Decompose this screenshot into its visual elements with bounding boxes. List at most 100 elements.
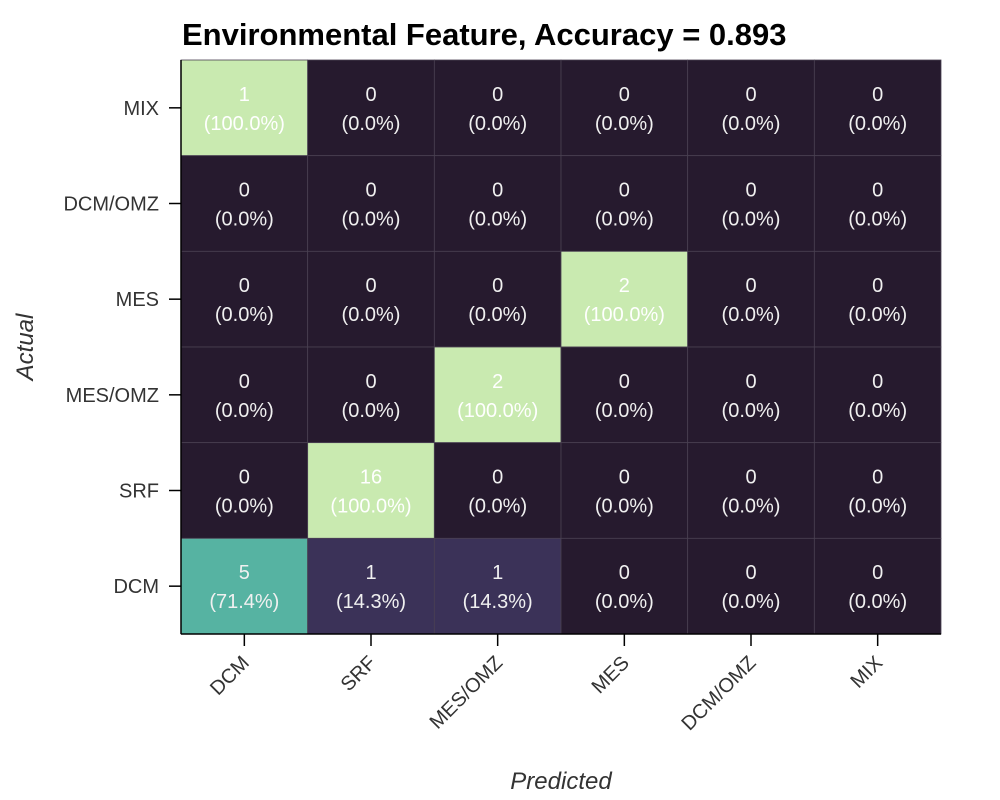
x-axis-label: Predicted [510,768,612,795]
cell-percent-label: (0.0%) [722,400,781,422]
cell-percent-label: (0.0%) [342,209,401,231]
heatmap-cell [813,442,942,539]
heatmap-cell [560,59,689,157]
heatmap-cell [813,250,942,348]
heatmap-cell [180,155,309,252]
cell-percent-label: (0.0%) [215,304,274,326]
heatmap-cell [433,59,562,157]
cell-percent-label: (0.0%) [848,591,907,613]
cell-percent-label: (14.3%) [463,591,533,613]
cell-count-label: 0 [619,180,630,202]
cell-percent-label: (100.0%) [584,304,665,326]
heatmap-cell [813,155,942,252]
cell-count-label: 0 [745,275,756,297]
cell-percent-label: (0.0%) [722,591,781,613]
cell-count-label: 0 [619,467,630,489]
cell-percent-label: (0.0%) [468,113,527,135]
cell-percent-label: (0.0%) [722,496,781,518]
cell-percent-label: (0.0%) [848,400,907,422]
heatmap-cell [687,59,815,157]
cell-count-label: 1 [492,562,503,584]
cell-percent-label: (0.0%) [848,496,907,518]
cell-percent-label: (0.0%) [468,304,527,326]
heatmap-cell [687,346,815,444]
cell-count-label: 0 [239,371,250,393]
cell-percent-label: (0.0%) [215,496,274,518]
y-tick-label: MIX [123,98,159,120]
cell-percent-label: (0.0%) [848,209,907,231]
cell-percent-label: (71.4%) [209,591,279,613]
y-tick-label: SRF [119,481,159,503]
cell-count-label: 2 [619,275,630,297]
cell-count-label: 0 [365,180,376,202]
heatmap-cell [180,537,309,635]
cell-percent-label: (0.0%) [215,400,274,422]
cell-count-label: 1 [365,562,376,584]
cell-count-label: 16 [360,467,382,489]
heatmap-cell [180,346,309,444]
cell-count-label: 0 [745,84,756,106]
y-tick-label: MES/OMZ [66,385,159,407]
heatmap-cell [307,537,435,635]
heatmap-cell [560,346,689,444]
cell-count-label: 0 [239,275,250,297]
heatmap-cell [180,59,309,157]
cell-percent-label: (100.0%) [330,496,411,518]
x-tick-label: MES [588,652,634,698]
cell-percent-label: (0.0%) [468,209,527,231]
y-tick-label: DCM/OMZ [63,194,159,216]
cell-percent-label: (0.0%) [722,304,781,326]
cell-count-label: 0 [365,275,376,297]
chart-title: Environmental Feature, Accuracy = 0.893 [182,17,787,52]
heatmap-cell [560,250,689,348]
cell-percent-label: (0.0%) [722,209,781,231]
heatmap-cell [433,442,562,539]
x-tick-label: DCM/OMZ [677,652,760,735]
cell-count-label: 0 [492,467,503,489]
cell-count-label: 0 [492,84,503,106]
x-tick-label: MES/OMZ [426,652,508,734]
heatmap-cell [813,537,942,635]
y-tick-label: DCM [113,576,159,598]
cell-count-label: 0 [872,467,883,489]
heatmap-cell [687,442,815,539]
heatmap-cell [307,250,435,348]
x-tick-label: DCM [206,652,254,700]
heatmap-cell [687,250,815,348]
cell-percent-label: (0.0%) [342,400,401,422]
cell-percent-label: (0.0%) [595,400,654,422]
heatmap-cell [307,59,435,157]
heatmap-cell [560,537,689,635]
heatmap-cell [307,155,435,252]
heatmap-cell [307,346,435,444]
cell-count-label: 0 [619,84,630,106]
cell-count-label: 0 [492,180,503,202]
cell-count-label: 0 [239,180,250,202]
heatmap-cell [433,155,562,252]
cell-count-label: 0 [745,371,756,393]
cell-percent-label: (0.0%) [342,304,401,326]
heatmap-cell [433,250,562,348]
cell-percent-label: (0.0%) [595,113,654,135]
cell-count-label: 1 [239,84,250,106]
cell-count-label: 0 [872,84,883,106]
heatmap-cells: 1 (100.0%) 0 (0.0%) 0 (0.0%) 0 (0.0%) 0 (0.0%) 0 (0… [180,59,942,635]
cell-percent-label: (14.3%) [336,591,406,613]
heatmap-cell [307,442,435,539]
cell-count-label: 0 [365,371,376,393]
cell-count-label: 0 [492,275,503,297]
heatmap-cell [560,442,689,539]
cell-count-label: 0 [745,180,756,202]
cell-percent-label: (0.0%) [342,113,401,135]
heatmap-cell [560,155,689,252]
cell-count-label: 0 [239,467,250,489]
cell-percent-label: (0.0%) [848,113,907,135]
cell-percent-label: (100.0%) [457,400,538,422]
cell-percent-label: (0.0%) [848,304,907,326]
heatmap-cell [433,537,562,635]
cell-count-label: 2 [492,371,503,393]
cell-count-label: 0 [619,562,630,584]
cell-count-label: 0 [872,275,883,297]
cell-count-label: 5 [239,562,250,584]
